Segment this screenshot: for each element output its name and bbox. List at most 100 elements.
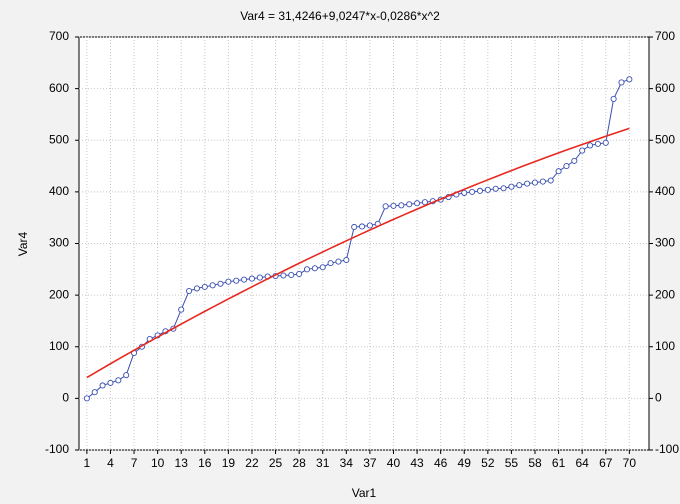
y2-tick-label: 600 [655, 81, 675, 95]
data-point [288, 271, 295, 279]
data-point [539, 178, 546, 185]
x-tick-label: 52 [481, 456, 495, 470]
data-point [390, 202, 397, 209]
data-point [186, 287, 193, 295]
x-tick-label: 34 [340, 456, 354, 470]
data-point [343, 256, 350, 264]
x-tick-label: 22 [245, 456, 259, 470]
x-tick-label: 1 [84, 456, 91, 470]
data-point [296, 270, 303, 278]
data-point [233, 277, 240, 284]
x-tick-label: 28 [292, 456, 306, 470]
y2-tick-label: 200 [655, 287, 675, 301]
x-tick-label: 16 [198, 456, 212, 470]
data-point [531, 179, 539, 186]
data-point [555, 168, 562, 175]
x-tick-label: 4 [107, 456, 114, 470]
y2-tick-label: 400 [655, 184, 675, 198]
data-point [241, 276, 248, 283]
x-tick-label: 10 [151, 456, 165, 470]
data-point [414, 200, 421, 207]
series-line [86, 127, 630, 379]
data-point [178, 306, 185, 313]
data-point [626, 76, 633, 83]
series-line [86, 78, 630, 399]
y2-tick-label: -100 [655, 442, 679, 456]
data-point [303, 266, 311, 273]
data-point [366, 222, 373, 229]
data-point [107, 379, 114, 386]
data-point [500, 185, 507, 192]
data-point [516, 182, 523, 189]
data-point [398, 202, 405, 209]
data-point [586, 142, 594, 149]
data-point [83, 395, 90, 402]
y-tick-label: 100 [49, 339, 69, 353]
x-tick-label: 49 [458, 456, 472, 470]
data-point [547, 177, 554, 184]
y-tick-label: 600 [49, 81, 69, 95]
y2-tick-label: 100 [655, 339, 675, 353]
x-tick-label: 13 [175, 456, 189, 470]
x-tick-label: 31 [316, 456, 330, 470]
y-axis-label: Var4 [16, 231, 30, 256]
data-point [524, 180, 531, 187]
y-tick-label: 400 [49, 184, 69, 198]
data-point [461, 189, 468, 196]
data-point [123, 372, 130, 379]
data-point [476, 187, 484, 194]
data-point [602, 139, 609, 146]
y2-tick-label: 500 [655, 132, 675, 146]
y-tick-label: 700 [49, 29, 69, 43]
x-tick-label: 46 [434, 456, 448, 470]
data-point [99, 382, 106, 389]
data-point [280, 272, 287, 279]
data-point [508, 183, 515, 190]
x-tick-label: 70 [623, 456, 637, 470]
data-point [382, 203, 389, 210]
data-point [421, 199, 428, 206]
x-tick-label: 37 [363, 456, 377, 470]
data-point [115, 377, 122, 384]
data-point [319, 264, 326, 271]
data-point [225, 278, 232, 285]
data-point [594, 140, 601, 147]
data-point [406, 201, 413, 208]
x-tick-label: 40 [387, 456, 401, 470]
data-point [618, 79, 625, 86]
chart-title: Var4 = 31,4246+9,0247*x-0,0286*x^2 [240, 9, 440, 23]
data-point [201, 283, 208, 290]
data-point [563, 163, 570, 170]
y2-tick-label: 0 [655, 391, 662, 405]
y-tick-label: 0 [62, 391, 69, 405]
data-point [358, 223, 366, 230]
x-tick-label: 25 [269, 456, 283, 470]
data-point [217, 280, 224, 287]
y2-tick-label: 700 [655, 29, 675, 43]
data-point [484, 186, 491, 193]
x-tick-label: 19 [222, 456, 236, 470]
data-point [571, 157, 578, 164]
data-point [193, 285, 200, 292]
x-tick-label: 64 [575, 456, 589, 470]
data-point [610, 95, 617, 102]
x-tick-label: 43 [410, 456, 424, 470]
data-point [91, 389, 98, 396]
y2-tick-label: 300 [655, 236, 675, 250]
y-tick-label: -100 [45, 442, 69, 456]
data-point [256, 274, 263, 281]
data-point [492, 185, 499, 192]
data-point [335, 258, 342, 265]
x-tick-label: 61 [552, 456, 566, 470]
data-point [579, 147, 586, 154]
y-tick-label: 300 [49, 236, 69, 250]
data-point [469, 188, 476, 195]
data-point [351, 223, 358, 231]
data-point [311, 265, 318, 272]
y-tick-label: 200 [49, 287, 69, 301]
x-axis-label: Var1 [352, 486, 377, 500]
data-point [209, 282, 216, 289]
x-tick-label: 67 [599, 456, 613, 470]
x-tick-label: 7 [131, 456, 138, 470]
